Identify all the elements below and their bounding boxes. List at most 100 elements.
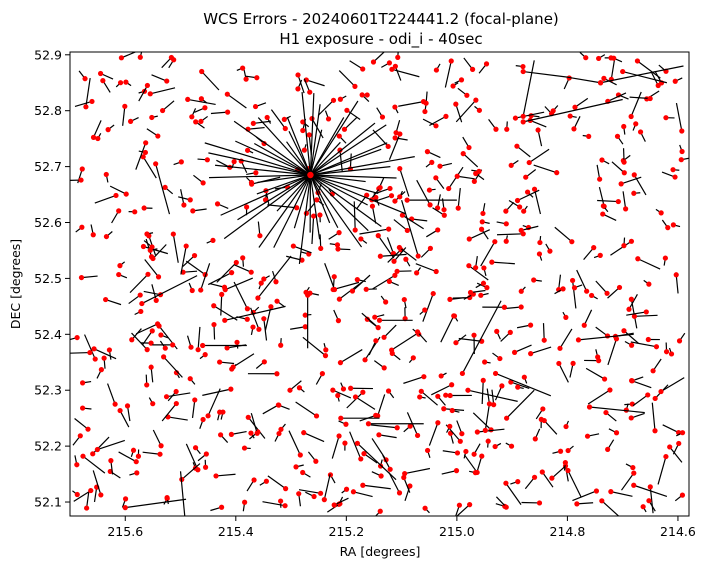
chart-subtitle: H1 exposure - odi_i - 40sec bbox=[279, 30, 482, 49]
detection-point bbox=[537, 239, 543, 246]
detection-point bbox=[679, 430, 686, 436]
starburst-vector bbox=[276, 174, 311, 212]
detection-point bbox=[350, 489, 357, 495]
detection-point bbox=[482, 359, 488, 365]
error-vector bbox=[94, 194, 117, 204]
error-vector bbox=[468, 265, 489, 281]
detection-point bbox=[450, 83, 456, 89]
detection-point bbox=[634, 58, 641, 64]
detection-point bbox=[90, 134, 97, 140]
error-vector bbox=[109, 185, 127, 195]
detection-point bbox=[200, 342, 206, 349]
detection-point bbox=[228, 431, 235, 437]
detection-point bbox=[601, 376, 608, 382]
detection-point bbox=[276, 430, 282, 437]
detection-point bbox=[183, 243, 189, 249]
error-vector bbox=[628, 294, 638, 310]
error-vector bbox=[496, 233, 524, 236]
detection-point bbox=[234, 339, 240, 345]
error-vector bbox=[172, 233, 179, 263]
error-vector bbox=[551, 466, 566, 479]
error-vector bbox=[361, 312, 379, 329]
starburst-vector bbox=[310, 156, 415, 176]
error-vector bbox=[226, 93, 247, 109]
detection-point bbox=[214, 201, 221, 207]
detection-point bbox=[199, 68, 205, 75]
detection-point bbox=[589, 292, 595, 299]
detection-point bbox=[438, 373, 444, 379]
detection-point bbox=[322, 353, 329, 359]
detection-point bbox=[437, 163, 443, 169]
detection-point bbox=[318, 245, 324, 252]
detection-point bbox=[503, 221, 509, 227]
detection-point bbox=[257, 233, 263, 239]
detection-point bbox=[218, 432, 224, 438]
error-vector bbox=[84, 334, 96, 360]
detection-point bbox=[170, 231, 176, 237]
detection-point bbox=[144, 82, 151, 89]
detection-point bbox=[330, 387, 336, 393]
detection-point bbox=[541, 337, 547, 343]
error-vector bbox=[607, 338, 618, 366]
starburst-vector bbox=[220, 174, 311, 216]
detection-point bbox=[392, 63, 398, 69]
error-vector bbox=[185, 443, 199, 470]
error-vector bbox=[317, 99, 334, 116]
error-vector bbox=[355, 396, 376, 410]
detection-point bbox=[593, 488, 600, 494]
starburst-vector bbox=[235, 140, 311, 176]
detection-point bbox=[231, 159, 237, 165]
detection-point bbox=[430, 290, 436, 297]
detection-point bbox=[373, 412, 379, 419]
long-error-vector bbox=[401, 199, 419, 257]
detection-point bbox=[195, 347, 201, 353]
detection-point bbox=[97, 70, 104, 77]
detection-point bbox=[330, 97, 337, 103]
error-vector bbox=[681, 157, 689, 161]
detection-point bbox=[244, 306, 251, 312]
detection-point bbox=[379, 114, 386, 120]
detection-point bbox=[480, 377, 486, 383]
error-vector bbox=[118, 451, 137, 463]
long-error-vector bbox=[461, 300, 502, 374]
detection-point bbox=[387, 466, 393, 472]
starburst-vector bbox=[257, 174, 311, 184]
detection-point bbox=[597, 80, 604, 86]
detection-point bbox=[435, 227, 441, 233]
detection-point bbox=[446, 185, 452, 192]
error-vector bbox=[303, 432, 325, 443]
detection-point bbox=[492, 370, 499, 377]
detection-point bbox=[414, 329, 421, 335]
detection-point bbox=[150, 401, 156, 407]
detection-point bbox=[341, 126, 348, 132]
error-vector bbox=[92, 120, 102, 138]
error-vector bbox=[393, 219, 408, 231]
error-vector bbox=[559, 328, 573, 349]
detection-point bbox=[480, 210, 486, 217]
detection-point bbox=[586, 404, 593, 410]
starburst-vector bbox=[208, 152, 311, 176]
detection-point bbox=[388, 193, 395, 199]
detection-point bbox=[650, 368, 656, 374]
long-error-vector bbox=[179, 471, 186, 516]
error-vector bbox=[135, 142, 147, 170]
detection-point bbox=[536, 500, 543, 506]
detection-point bbox=[319, 371, 325, 377]
detection-point bbox=[211, 321, 217, 328]
detection-point bbox=[615, 198, 621, 205]
detection-point bbox=[224, 91, 230, 97]
detection-point bbox=[620, 68, 626, 75]
starburst-vector bbox=[214, 164, 311, 176]
detection-point bbox=[501, 304, 507, 310]
detection-point bbox=[567, 113, 573, 119]
detection-point bbox=[137, 54, 143, 60]
detection-point bbox=[116, 208, 122, 214]
detection-point bbox=[296, 385, 303, 391]
detection-point bbox=[514, 143, 520, 149]
error-vector bbox=[250, 413, 258, 434]
detection-point bbox=[433, 67, 440, 73]
error-vector bbox=[152, 429, 162, 447]
error-vector bbox=[633, 174, 647, 196]
detection-point bbox=[539, 469, 545, 475]
detection-point bbox=[473, 265, 479, 271]
